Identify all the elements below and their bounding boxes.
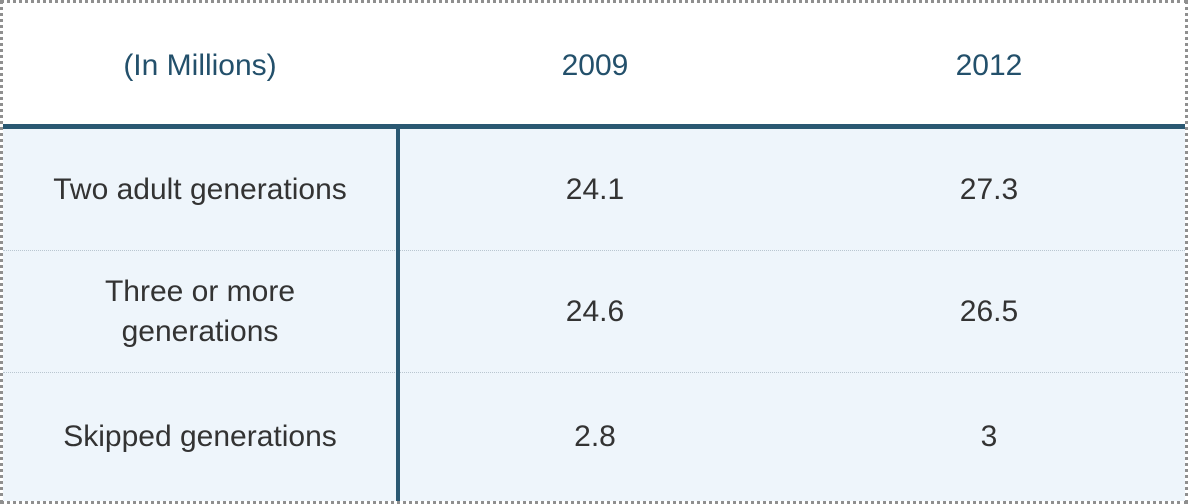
- table-row: Skipped generations 2.8 3: [3, 373, 1185, 501]
- row-label: Three or more generations: [3, 251, 397, 372]
- row-label-text: Three or more generations: [104, 274, 296, 348]
- header-cell-2012: 2012: [955, 49, 1023, 82]
- column-divider: [396, 129, 400, 501]
- header-cell-2009: 2009: [561, 49, 629, 82]
- row-label: Two adult generations: [3, 129, 397, 250]
- row-label-text: Skipped generations: [63, 420, 337, 453]
- value-cell-2012: 26.5: [959, 294, 1019, 328]
- row-label-text: Two adult generations: [53, 172, 347, 206]
- header-cell-unit: (In Millions): [123, 49, 277, 82]
- table-row: Two adult generations 24.1 27.3: [3, 129, 1185, 251]
- value-cell-2012: 27.3: [959, 172, 1019, 206]
- value-cell-2009: 2.8: [574, 420, 616, 453]
- row-label: Skipped generations: [3, 373, 397, 501]
- value-cell-2009: 24.1: [565, 172, 625, 206]
- table-row: Three or more generations 24.6 26.5: [3, 251, 1185, 373]
- value-cell-2012: 3: [980, 420, 998, 453]
- value-cell-2009: 24.6: [565, 294, 625, 328]
- table-header: (In Millions) 2009 2012: [3, 3, 1185, 129]
- table-body: Two adult generations 24.1 27.3 Three or…: [3, 129, 1185, 501]
